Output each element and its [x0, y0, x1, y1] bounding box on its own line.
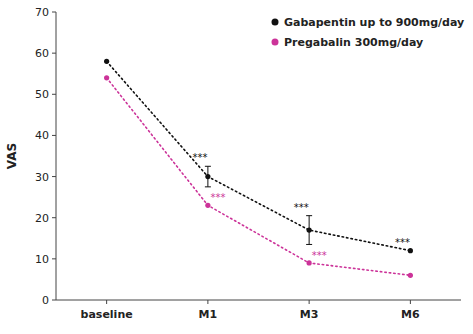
- series-point: [408, 273, 413, 278]
- series-point: [104, 59, 109, 64]
- y-tick: [52, 12, 56, 13]
- y-tick-label: 50: [35, 88, 49, 101]
- y-tick: [52, 258, 56, 259]
- y-tick: [52, 94, 56, 95]
- error-bar: [306, 216, 312, 245]
- y-tick-label: 60: [35, 47, 49, 60]
- y-tick: [52, 176, 56, 177]
- annotation: ***: [294, 202, 309, 213]
- x-tick: [207, 300, 208, 304]
- y-tick: [52, 217, 56, 218]
- y-tick: [52, 135, 56, 136]
- y-tick-label: 20: [35, 212, 49, 225]
- series-line: [107, 61, 411, 250]
- y-tick: [52, 300, 56, 301]
- series-point: [205, 203, 210, 208]
- legend: Gabapentin up to 900mg/day Pregabalin 300…: [272, 16, 465, 49]
- annotation: ***: [210, 192, 225, 203]
- x-tick: [410, 300, 411, 304]
- legend-marker: [272, 19, 279, 26]
- y-tick-label: 10: [35, 253, 49, 266]
- error-bar: [205, 166, 211, 187]
- annotation: ***: [395, 237, 410, 248]
- y-tick-label: 40: [35, 129, 49, 142]
- x-axis-line: [56, 300, 461, 301]
- series-point: [307, 227, 312, 232]
- series-line: [107, 78, 411, 275]
- legend-marker: [272, 39, 279, 46]
- x-tick-label: M3: [300, 308, 319, 321]
- series-point: [307, 260, 312, 265]
- chart: 010203040506070baselineM1M3M6VAS********…: [0, 0, 473, 334]
- y-axis-line: [56, 12, 57, 300]
- x-tick: [106, 300, 107, 304]
- error-cap: [306, 215, 312, 216]
- annotation: ***: [192, 152, 207, 163]
- x-tick-label: baseline: [81, 308, 133, 321]
- y-tick-label: 70: [35, 6, 49, 19]
- plot-area: [104, 59, 413, 278]
- axes: 0 10 20 30 40 50 60 70 baseline M1 M3 M6: [35, 6, 461, 321]
- error-cap: [205, 186, 211, 187]
- y-tick: [52, 53, 56, 54]
- series-point: [408, 248, 413, 253]
- annotations: *** *** *** *** ***: [192, 152, 410, 261]
- x-tick-label: M1: [199, 308, 218, 321]
- error-cap: [205, 166, 211, 167]
- y-axis-label: VAS: [5, 143, 19, 169]
- series-point: [205, 174, 210, 179]
- x-tick-label: M6: [401, 308, 420, 321]
- legend-label: Gabapentin up to 900mg/day: [284, 16, 464, 29]
- y-tick-label: 0: [42, 294, 49, 307]
- error-cap: [306, 244, 312, 245]
- annotation: ***: [312, 250, 327, 261]
- series-point: [104, 75, 109, 80]
- x-tick: [309, 300, 310, 304]
- legend-label: Pregabalin 300mg/day: [284, 36, 423, 49]
- y-tick-label: 30: [35, 171, 49, 184]
